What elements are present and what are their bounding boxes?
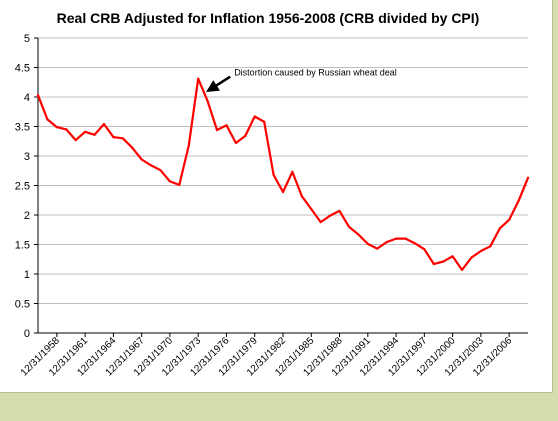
annotation-arrow <box>206 75 231 93</box>
data-point <box>395 237 398 240</box>
data-point <box>206 100 209 103</box>
data-point <box>36 94 40 97</box>
data-point <box>121 137 124 140</box>
y-tick-label: 1 <box>24 269 30 281</box>
data-point <box>451 255 454 258</box>
data-point <box>84 130 87 133</box>
data-point <box>300 195 303 198</box>
data-point <box>46 118 49 121</box>
series-line <box>36 77 530 271</box>
data-point <box>112 136 115 139</box>
data-point <box>432 262 435 266</box>
data-point <box>413 242 416 245</box>
data-point <box>347 225 351 228</box>
data-point <box>150 164 153 167</box>
data-point <box>253 115 256 118</box>
y-tick-label: 2.5 <box>15 181 30 193</box>
y-tick-label: 4 <box>24 92 30 104</box>
chart-title: Real CRB Adjusted for Inflation 1956-200… <box>57 10 480 26</box>
data-point <box>508 218 511 221</box>
data-point <box>385 241 388 244</box>
y-tick-label: 0.5 <box>15 299 30 311</box>
annotation-text: Distortion caused by Russian wheat deal <box>234 68 397 78</box>
y-tick-label: 1.5 <box>15 240 30 252</box>
data-point <box>442 260 445 263</box>
data-point <box>366 242 369 245</box>
gridlines <box>38 37 528 304</box>
data-point <box>187 144 190 147</box>
y-tick-label: 2 <box>24 210 30 222</box>
y-tick-label: 3 <box>24 151 30 163</box>
y-axis-ticks: 0 0.5 1 1.5 2 2.5 3 3.5 4 4.5 5 <box>15 33 38 340</box>
data-point <box>423 248 426 251</box>
data-point <box>310 208 313 211</box>
annotations: Distortion caused by Russian wheat deal <box>206 68 397 93</box>
data-point <box>234 141 237 145</box>
data-point <box>470 256 473 259</box>
data-point <box>140 158 143 161</box>
data-point <box>244 134 247 137</box>
data-point <box>55 126 58 129</box>
data-point <box>498 227 501 230</box>
data-point <box>178 183 181 186</box>
data-point <box>263 120 266 123</box>
data-point <box>102 123 106 126</box>
x-axis-ticks: 12/31/195812/31/196112/31/196412/31/1967… <box>19 333 515 379</box>
data-point <box>329 214 332 217</box>
data-point <box>93 133 96 136</box>
data-point <box>65 128 68 131</box>
data-point <box>376 247 379 250</box>
data-point <box>460 268 464 271</box>
data-point <box>526 176 530 179</box>
line-chart: Real CRB Adjusted for Inflation 1956-200… <box>15 10 530 379</box>
data-point <box>159 169 162 172</box>
y-tick-label: 0 <box>24 328 30 340</box>
data-point <box>131 146 134 149</box>
data-point <box>272 173 275 176</box>
y-tick-label: 4.5 <box>15 63 30 75</box>
data-point <box>168 180 171 183</box>
data-point <box>74 139 77 142</box>
data-point <box>319 221 322 224</box>
data-point <box>225 124 228 127</box>
data-point <box>215 128 219 132</box>
chart-frame: Real CRB Adjusted for Inflation 1956-200… <box>0 0 553 393</box>
data-point <box>197 77 200 80</box>
y-tick-label: 5 <box>24 33 30 45</box>
data-point <box>338 209 341 212</box>
y-tick-label: 3.5 <box>15 122 30 134</box>
data-point <box>291 170 294 173</box>
data-point <box>479 249 482 253</box>
data-point <box>281 190 285 194</box>
data-point <box>404 237 407 240</box>
data-point <box>489 245 492 248</box>
series <box>36 77 530 271</box>
data-point <box>357 233 360 236</box>
data-point <box>517 199 520 202</box>
